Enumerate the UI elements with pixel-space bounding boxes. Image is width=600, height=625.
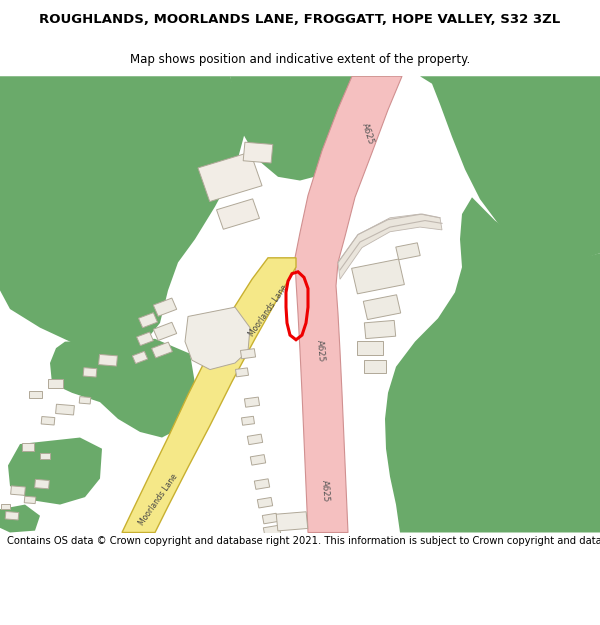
Text: Moorlands Lane: Moorlands Lane [137, 472, 179, 528]
Polygon shape [198, 152, 262, 201]
Polygon shape [56, 404, 74, 415]
Polygon shape [1, 504, 10, 509]
Polygon shape [47, 379, 62, 388]
Polygon shape [263, 525, 281, 536]
Polygon shape [250, 454, 266, 465]
Polygon shape [41, 416, 55, 425]
Polygon shape [139, 312, 157, 328]
Text: A625: A625 [320, 479, 330, 502]
Text: Contains OS data © Crown copyright and database right 2021. This information is : Contains OS data © Crown copyright and d… [7, 536, 600, 546]
Polygon shape [338, 214, 442, 279]
Polygon shape [262, 513, 278, 524]
Polygon shape [247, 434, 263, 444]
Polygon shape [153, 322, 177, 341]
Polygon shape [152, 342, 172, 358]
Text: Map shows position and indicative extent of the property.: Map shows position and indicative extent… [130, 53, 470, 66]
Text: A625: A625 [360, 122, 376, 146]
Text: A625: A625 [314, 339, 325, 362]
Polygon shape [364, 321, 395, 339]
Polygon shape [357, 341, 383, 355]
Polygon shape [385, 198, 600, 532]
Polygon shape [254, 479, 269, 489]
Polygon shape [243, 142, 273, 163]
Polygon shape [242, 416, 254, 425]
Polygon shape [122, 258, 296, 532]
Polygon shape [396, 242, 420, 260]
Polygon shape [0, 76, 245, 351]
Polygon shape [185, 307, 250, 369]
Polygon shape [98, 354, 118, 366]
Polygon shape [83, 368, 97, 377]
Polygon shape [420, 76, 600, 262]
Text: Moorlands Lane: Moorlands Lane [247, 283, 289, 338]
Polygon shape [22, 443, 34, 451]
Polygon shape [352, 259, 404, 294]
Polygon shape [79, 397, 91, 404]
Polygon shape [257, 498, 272, 508]
Polygon shape [132, 351, 148, 364]
Polygon shape [364, 360, 386, 373]
Polygon shape [236, 368, 248, 377]
Polygon shape [5, 511, 19, 520]
Polygon shape [276, 512, 308, 531]
Polygon shape [0, 504, 40, 532]
Polygon shape [35, 479, 49, 489]
Polygon shape [29, 391, 41, 398]
Polygon shape [24, 496, 36, 504]
Polygon shape [217, 199, 259, 229]
Polygon shape [40, 453, 50, 459]
Polygon shape [50, 339, 195, 437]
Polygon shape [8, 438, 102, 504]
Polygon shape [244, 397, 260, 408]
Polygon shape [295, 76, 402, 532]
Polygon shape [241, 349, 256, 359]
Text: ROUGHLANDS, MOORLANDS LANE, FROGGATT, HOPE VALLEY, S32 3ZL: ROUGHLANDS, MOORLANDS LANE, FROGGATT, HO… [40, 13, 560, 26]
Polygon shape [153, 298, 177, 316]
Polygon shape [11, 486, 25, 496]
Polygon shape [137, 332, 154, 346]
Polygon shape [230, 76, 390, 181]
Polygon shape [363, 295, 401, 319]
